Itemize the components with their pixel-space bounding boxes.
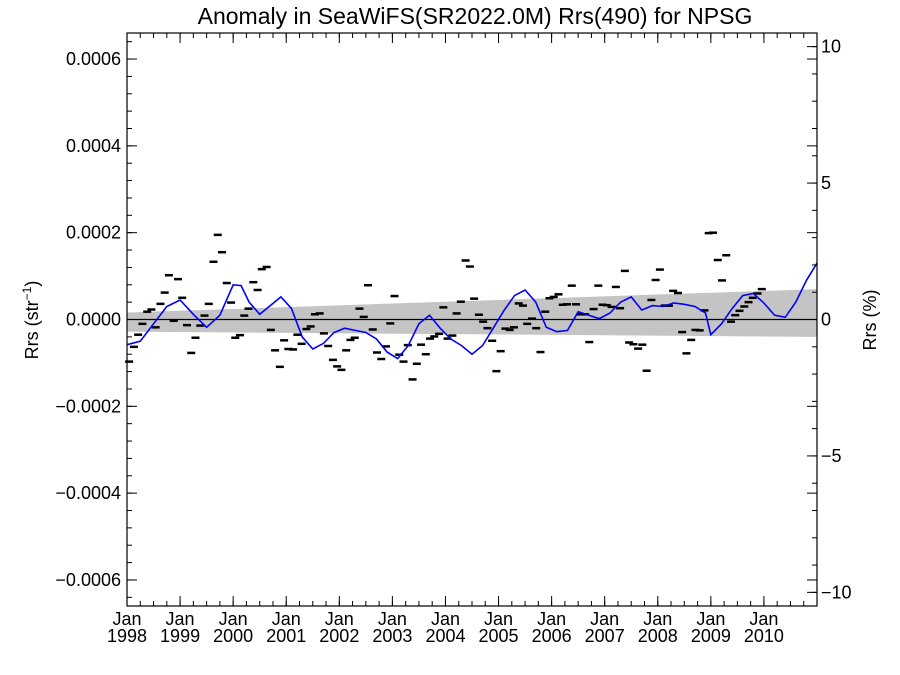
x-tick-label-year: 2001: [266, 626, 306, 646]
right-axis-title: Rrs (%): [860, 290, 880, 351]
y-tick-label: 0.0000: [66, 310, 121, 330]
x-tick-label-year: 2009: [691, 626, 731, 646]
x-tick-label-year: 2004: [425, 626, 465, 646]
x-tick-label-year: 2005: [479, 626, 519, 646]
x-tick-label-year: 1998: [107, 626, 147, 646]
y-axis-title-superscript: −1: [20, 286, 34, 300]
x-tick-label-month: Jan: [749, 609, 778, 629]
x-tick-label-year: 2006: [532, 626, 572, 646]
y2-tick-label: 10: [821, 37, 841, 57]
y-axis-title-main: Rrs (str: [22, 300, 42, 359]
smoothed-anomaly-layer: [126, 262, 818, 360]
axes-layer: −0.0006 −0.0004 −0.0002 0.0000 0.0002 0.0004 0…: [55, 32, 852, 646]
x-tick-label-month: Jan: [537, 609, 566, 629]
x-tick-label-month: Jan: [431, 609, 460, 629]
y2-tick-label: −5: [821, 446, 842, 466]
y-tick-label: 0.0004: [66, 136, 121, 156]
y-tick-label: 0.0006: [66, 49, 121, 69]
chart-title: Anomaly in SeaWiFS(SR2022.0M) Rrs(490) f…: [198, 3, 753, 29]
x-tick-label-year: 1999: [160, 626, 200, 646]
x-tick-label-year: 2002: [319, 626, 359, 646]
uncertainty-band: [127, 289, 817, 337]
y2-tick-label: −10: [821, 582, 852, 602]
x-tick-label-month: Jan: [590, 609, 619, 629]
x-tick-label-month: Jan: [484, 609, 513, 629]
x-tick-label-year: 2007: [585, 626, 625, 646]
x-tick-label-month: Jan: [696, 609, 725, 629]
y2-tick-label: 0: [821, 310, 831, 330]
y-axis-title: Rrs (str−1): [20, 281, 42, 360]
smoothed-anomaly-line: [126, 262, 818, 360]
x-tick-label-year: 2000: [213, 626, 253, 646]
y2-tick-label: 5: [821, 173, 831, 193]
x-tick-label-month: Jan: [112, 609, 141, 629]
x-tick-label-month: Jan: [643, 609, 672, 629]
y-axis-title-close: ): [22, 281, 42, 287]
x-tick-label-month: Jan: [272, 609, 301, 629]
y-tick-label: −0.0006: [55, 570, 121, 590]
x-tick-label-year: 2008: [638, 626, 678, 646]
y-tick-label: −0.0002: [55, 396, 121, 416]
y-tick-label: −0.0004: [55, 483, 121, 503]
uncertainty-band-layer: [127, 289, 817, 337]
x-tick-label-month: Jan: [325, 609, 354, 629]
x-tick-label-year: 2010: [744, 626, 784, 646]
x-tick-label-month: Jan: [219, 609, 248, 629]
x-tick-label-year: 2003: [372, 626, 412, 646]
y-tick-label: 0.0002: [66, 223, 121, 243]
x-tick-label-month: Jan: [166, 609, 195, 629]
x-tick-label-month: Jan: [378, 609, 407, 629]
